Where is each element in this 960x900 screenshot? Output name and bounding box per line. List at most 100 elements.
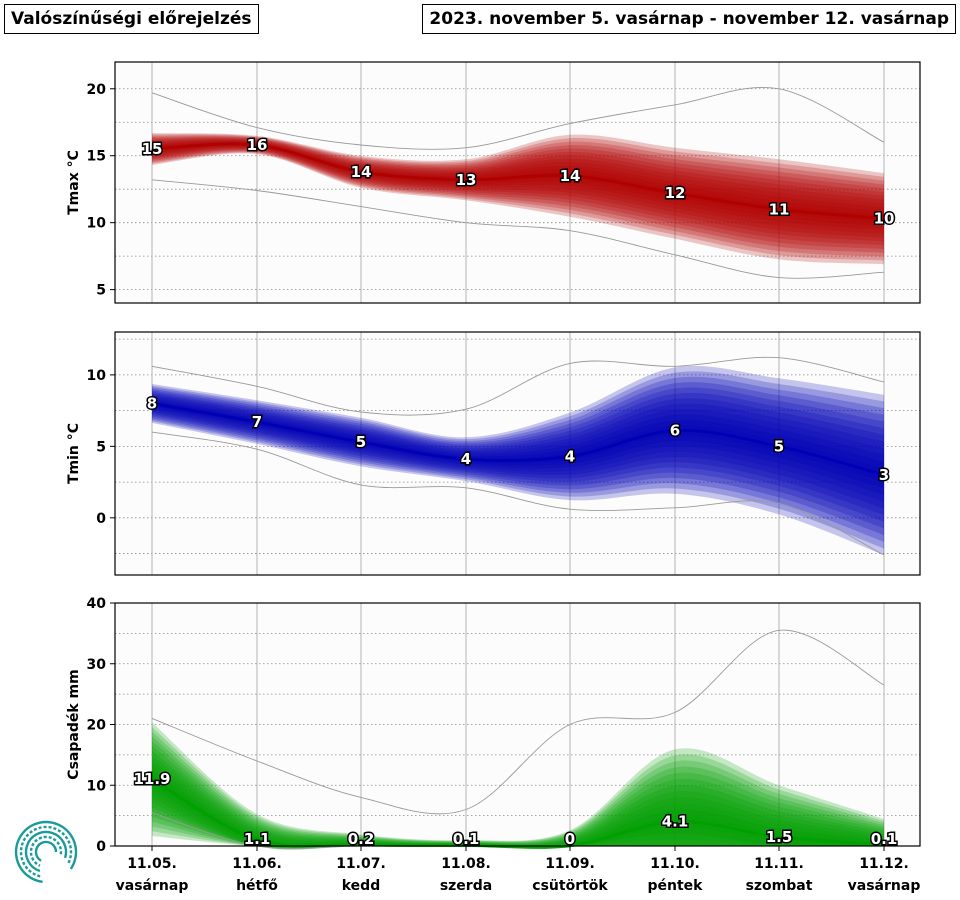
x-date-label: 11.09. <box>545 856 595 872</box>
date-range-title: 2023. november 5. vasárnap - november 12… <box>422 4 956 34</box>
tmax-frame <box>114 61 921 304</box>
x-date-label: 11.07. <box>336 856 386 872</box>
tmin-plot-area <box>115 332 920 575</box>
tmax-ytick-label: 15 <box>87 149 106 165</box>
logo-arc <box>14 820 78 883</box>
tmin-frame <box>114 331 921 576</box>
tmin-data-label: 5 <box>356 433 366 451</box>
x-date-label: 11.10. <box>650 856 700 872</box>
tmin-spread-band <box>152 392 884 522</box>
tmin-ytick-label: 5 <box>96 439 106 455</box>
precip-data-label: 0.2 <box>348 830 375 848</box>
tmax-ytick-label: 5 <box>96 283 106 299</box>
tmin-spread-band <box>152 398 884 495</box>
precip-data-label: 1.1 <box>244 830 271 848</box>
tmax-data-label: 10 <box>874 210 895 228</box>
tmax-data-label: 14 <box>351 163 372 181</box>
x-day-label: szombat <box>746 878 813 894</box>
tmin-spread-band <box>152 382 884 536</box>
x-date-label: 11.05. <box>127 856 177 872</box>
tmin-spread-band <box>152 401 884 482</box>
met-service-logo-icon <box>14 820 78 883</box>
precip-data-label: 0.1 <box>453 830 480 848</box>
precip-spread-band <box>152 765 884 850</box>
precip-ytick-label: 10 <box>87 778 107 794</box>
tmin-spread-band <box>152 395 884 509</box>
tmax-data-label: 15 <box>142 140 163 158</box>
precip-ytick-label: 20 <box>87 718 107 734</box>
x-date-label: 11.11. <box>754 856 804 872</box>
tmax-data-label: 11 <box>769 200 790 218</box>
tmax-spread-band <box>152 140 884 234</box>
precip-y-axis-title: Csapadék mm <box>66 669 82 779</box>
logo-arc <box>34 840 58 862</box>
forecast-type-title: Valószínűségi előrejelzés <box>4 4 259 34</box>
tmin-ytick-label: 10 <box>87 368 107 384</box>
tmax-data-label: 16 <box>247 136 268 154</box>
tmin-y-axis-title: Tmin °C <box>66 423 82 484</box>
tmin-data-label: 4 <box>565 447 575 465</box>
x-day-label: kedd <box>342 878 380 894</box>
tmax-spread-band <box>152 143 884 223</box>
tmin-data-label: 7 <box>252 413 262 431</box>
tmax-ytick-label: 10 <box>87 216 107 232</box>
x-day-label: szerda <box>440 878 492 894</box>
precip-ytick-label: 30 <box>87 657 107 673</box>
tmax-data-label: 12 <box>665 184 686 202</box>
tmin-max-envelope <box>151 356 885 416</box>
x-day-label: csütörtök <box>532 878 608 894</box>
x-day-label: péntek <box>648 878 704 894</box>
precip-median-line <box>151 777 885 849</box>
tmin-min-envelope <box>151 431 885 556</box>
tmax-max-envelope <box>151 86 885 150</box>
x-day-label: vasárnap <box>116 878 189 894</box>
tmax-panel: 5 10 15 20 Tmax °C 15 16 14 13 14 12 11 10 <box>66 61 921 304</box>
tmax-median-line <box>151 142 885 221</box>
tmin-spread-band <box>152 393 884 515</box>
x-day-label: vasárnap <box>848 878 921 894</box>
x-date-label: 11.12. <box>859 856 909 872</box>
logo-arc <box>29 835 63 867</box>
precip-max-envelope <box>151 629 885 815</box>
tmin-data-label: 5 <box>774 437 784 455</box>
tmax-spread-band <box>152 142 884 227</box>
tmin-data-label: 6 <box>670 422 680 440</box>
precip-spread-band <box>152 731 884 848</box>
tmax-spread-band <box>152 141 884 230</box>
tmin-data-label: 8 <box>147 394 157 412</box>
tmin-ytick-label: 0 <box>96 511 106 527</box>
precip-spread-band <box>152 722 884 847</box>
precip-data-label: 1.5 <box>766 828 793 846</box>
tmax-data-label: 13 <box>456 171 477 189</box>
precip-plot-area <box>115 603 920 846</box>
x-date-label: 11.08. <box>441 856 491 872</box>
x-date-label: 11.06. <box>232 856 282 872</box>
tmin-spread-band <box>152 397 884 502</box>
tmin-data-label: 3 <box>879 466 889 484</box>
tmax-ytick-label: 20 <box>87 82 107 98</box>
precip-data-label: 11.9 <box>133 770 170 788</box>
tmax-plot-area <box>115 62 920 303</box>
precip-spread-band <box>152 769 884 849</box>
tmin-median-line <box>151 402 885 477</box>
precip-spread-band <box>152 755 884 850</box>
precip-data-label: 4.1 <box>662 813 689 831</box>
precip-data-label: 0.1 <box>871 830 898 848</box>
x-day-label: hétfő <box>236 878 278 894</box>
precip-spread-band <box>152 736 884 848</box>
precip-spread-band <box>152 760 884 850</box>
logo-arc <box>24 830 68 873</box>
tmin-data-label: 4 <box>461 450 471 468</box>
precip-panel: 0 10 20 30 40 Csapadék mm 11.9 1.1 0.2 0.1 0 4.1 1.5… <box>66 596 921 855</box>
logo-arc <box>19 825 73 878</box>
x-axis-labels: 11.05. vasárnap 11.06. hétfő 11.07. kedd 11.08… <box>116 846 921 894</box>
tmin-spread-band <box>152 400 884 489</box>
tmax-min-envelope <box>151 179 885 279</box>
tmin-spread-band <box>152 387 884 529</box>
precip-spread-band <box>152 727 884 848</box>
tmax-data-label: 14 <box>560 167 581 185</box>
tmax-y-axis-title: Tmax °C <box>66 150 82 215</box>
tmin-panel: 0 5 10 Tmin °C 8 7 5 4 4 6 5 3 <box>66 331 921 576</box>
precip-data-label: 0 <box>565 830 575 848</box>
